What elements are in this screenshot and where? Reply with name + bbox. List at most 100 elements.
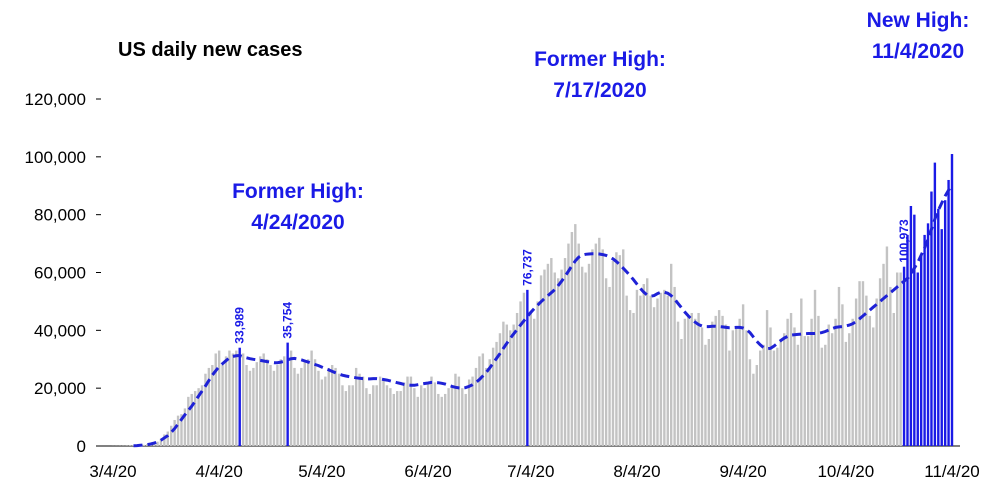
bar bbox=[416, 396, 419, 446]
bar bbox=[265, 359, 269, 446]
bar bbox=[296, 373, 300, 446]
bar bbox=[669, 263, 673, 446]
highlight-bar bbox=[923, 234, 926, 446]
bar bbox=[704, 344, 707, 446]
bar bbox=[714, 315, 717, 446]
bar bbox=[741, 304, 745, 446]
bar bbox=[300, 367, 303, 446]
bar bbox=[858, 281, 861, 446]
bar bbox=[515, 312, 519, 446]
y-tick-label: 60,000 bbox=[34, 264, 86, 283]
chart-title: US daily new cases bbox=[118, 39, 303, 61]
bar bbox=[467, 379, 471, 446]
bar bbox=[639, 295, 642, 446]
bar bbox=[759, 350, 762, 446]
value-label: 35,754 bbox=[281, 302, 295, 339]
bar bbox=[594, 243, 598, 446]
bar bbox=[687, 315, 690, 446]
bar bbox=[399, 391, 402, 446]
bar bbox=[474, 367, 478, 446]
moving-average-line bbox=[133, 183, 954, 448]
highlight-bar bbox=[919, 255, 923, 446]
highlight-bar bbox=[906, 234, 909, 446]
bar bbox=[834, 318, 837, 446]
bar bbox=[745, 330, 748, 446]
bar bbox=[361, 376, 365, 446]
x-tick-label: 3/4/20 bbox=[89, 462, 136, 481]
bar bbox=[806, 336, 810, 446]
bar bbox=[481, 353, 485, 446]
bar bbox=[827, 324, 830, 446]
bar bbox=[235, 350, 238, 446]
x-tick-label: 4/4/20 bbox=[196, 462, 243, 481]
bar bbox=[663, 289, 666, 446]
highlight-bar bbox=[526, 289, 529, 446]
bar bbox=[241, 353, 245, 446]
bar bbox=[163, 434, 166, 446]
bar bbox=[755, 365, 759, 446]
bar bbox=[615, 252, 618, 446]
y-tick-label: 100,000 bbox=[25, 148, 86, 167]
bar bbox=[820, 347, 824, 446]
value-label: 100,973 bbox=[897, 219, 911, 263]
bar bbox=[656, 298, 659, 446]
bar bbox=[550, 258, 553, 446]
bar bbox=[217, 350, 221, 446]
bar bbox=[293, 367, 296, 446]
bar bbox=[214, 353, 217, 446]
bar bbox=[522, 292, 526, 446]
bar bbox=[635, 289, 639, 446]
highlight-bar bbox=[947, 179, 950, 446]
x-tick-label: 5/4/20 bbox=[298, 462, 345, 481]
bar bbox=[591, 249, 594, 446]
bar bbox=[457, 376, 461, 446]
bar bbox=[543, 269, 546, 446]
bar bbox=[882, 263, 885, 446]
bar bbox=[611, 260, 615, 446]
bar bbox=[608, 286, 611, 446]
x-tick-label: 11/4/20 bbox=[924, 462, 979, 481]
bar bbox=[789, 312, 793, 446]
bar bbox=[598, 237, 601, 446]
bar bbox=[354, 367, 358, 446]
y-tick-label: 0 bbox=[77, 437, 86, 456]
bar bbox=[810, 318, 813, 446]
bar bbox=[556, 278, 560, 446]
highlight-bar bbox=[286, 342, 289, 446]
bar bbox=[259, 356, 262, 446]
bar bbox=[348, 385, 351, 446]
bar bbox=[803, 336, 806, 446]
bar bbox=[800, 298, 803, 446]
bar bbox=[885, 246, 889, 446]
bar bbox=[628, 310, 632, 446]
bar bbox=[228, 350, 231, 446]
value-label: 76,737 bbox=[520, 249, 534, 286]
bar bbox=[659, 292, 663, 446]
bar bbox=[505, 324, 509, 446]
bar bbox=[837, 286, 841, 446]
bar bbox=[587, 263, 591, 446]
bar bbox=[765, 310, 769, 446]
bar bbox=[224, 356, 228, 446]
bar bbox=[539, 275, 543, 446]
highlight-bar bbox=[937, 208, 940, 446]
bar bbox=[176, 415, 180, 446]
bar bbox=[327, 367, 330, 446]
highlight-bar bbox=[238, 347, 241, 446]
bar bbox=[783, 333, 786, 446]
highlight-bar bbox=[926, 223, 930, 446]
bar bbox=[509, 330, 512, 446]
y-tick-label: 20,000 bbox=[34, 379, 86, 398]
bar bbox=[382, 379, 385, 446]
bar bbox=[676, 321, 680, 446]
bar bbox=[187, 396, 190, 446]
bar bbox=[437, 393, 440, 446]
bar bbox=[854, 298, 858, 446]
bar bbox=[769, 327, 772, 446]
bar bbox=[433, 382, 437, 446]
bar bbox=[183, 408, 187, 446]
bar bbox=[272, 370, 276, 446]
bar bbox=[738, 318, 741, 446]
bar bbox=[848, 333, 851, 446]
